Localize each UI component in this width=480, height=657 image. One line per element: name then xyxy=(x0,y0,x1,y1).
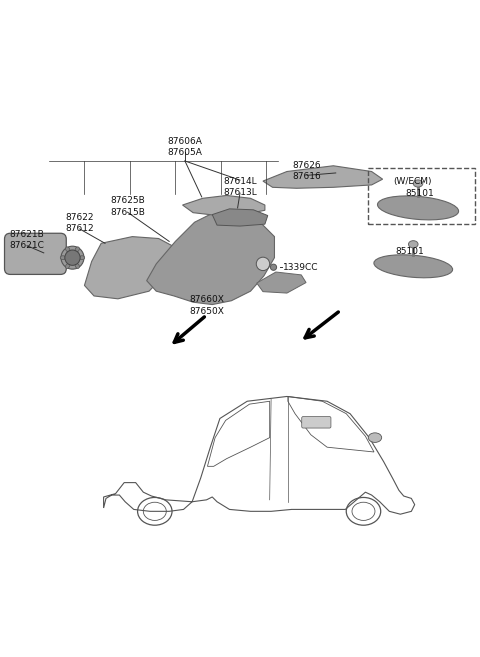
Text: 85101: 85101 xyxy=(405,189,434,198)
Ellipse shape xyxy=(75,263,79,269)
Ellipse shape xyxy=(65,250,80,265)
Ellipse shape xyxy=(374,255,453,278)
Text: 87606A
87605A: 87606A 87605A xyxy=(168,137,203,156)
Ellipse shape xyxy=(377,196,458,220)
Ellipse shape xyxy=(256,257,270,271)
Polygon shape xyxy=(263,166,383,189)
Text: 87614L
87613L: 87614L 87613L xyxy=(223,177,257,197)
Text: 85101: 85101 xyxy=(396,248,424,256)
Polygon shape xyxy=(182,195,265,215)
Ellipse shape xyxy=(61,246,84,269)
Polygon shape xyxy=(212,209,268,226)
Polygon shape xyxy=(147,213,275,305)
Ellipse shape xyxy=(66,263,70,269)
Text: (W/ECM): (W/ECM) xyxy=(393,177,432,185)
Ellipse shape xyxy=(79,256,84,260)
Polygon shape xyxy=(257,272,306,293)
Polygon shape xyxy=(84,237,173,299)
Ellipse shape xyxy=(413,180,423,187)
Ellipse shape xyxy=(368,433,382,442)
FancyBboxPatch shape xyxy=(302,417,331,428)
Text: 87625B
87615B: 87625B 87615B xyxy=(110,196,145,217)
Text: 87660X
87650X: 87660X 87650X xyxy=(189,296,224,315)
Ellipse shape xyxy=(75,247,79,252)
Ellipse shape xyxy=(66,247,70,252)
Ellipse shape xyxy=(408,240,418,248)
Ellipse shape xyxy=(60,256,66,260)
FancyBboxPatch shape xyxy=(4,233,66,275)
Bar xyxy=(368,168,475,224)
Ellipse shape xyxy=(270,264,276,270)
Text: 87622
87612: 87622 87612 xyxy=(65,213,94,233)
Text: 1339CC: 1339CC xyxy=(283,263,319,272)
Text: 87626
87616: 87626 87616 xyxy=(293,160,322,181)
Text: 87621B
87621C: 87621B 87621C xyxy=(10,230,45,250)
